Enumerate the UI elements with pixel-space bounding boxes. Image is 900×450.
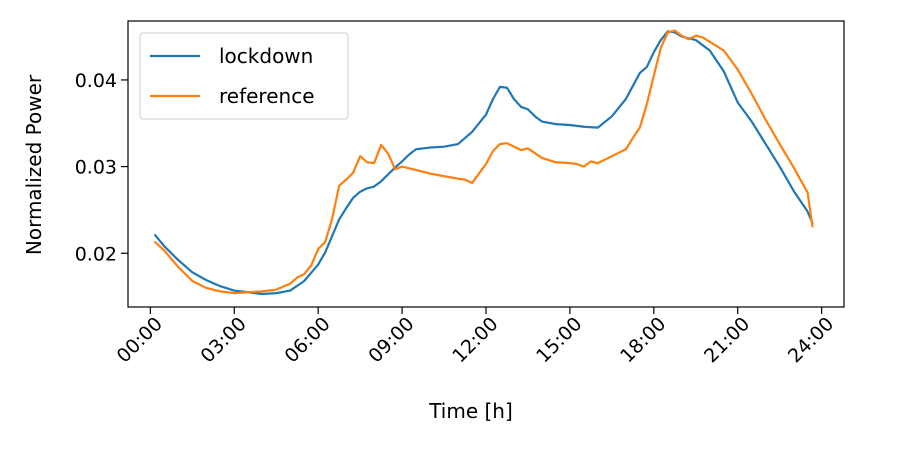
x-axis-title: Time [h]	[428, 399, 513, 423]
legend-label-lockdown: lockdown	[219, 44, 313, 68]
y-tick-label: 0.03	[75, 157, 117, 179]
x-tick-label: 15:00	[532, 313, 586, 367]
y-axis-title: Normalized Power	[22, 74, 46, 255]
legend: lockdown reference	[139, 32, 349, 120]
x-tick-label: 12:00	[448, 313, 502, 367]
x-tick-label: 18:00	[616, 313, 670, 367]
y-axis: 0.02 0.03 0.04	[75, 70, 128, 265]
x-tick-label: 09:00	[364, 313, 418, 367]
x-tick-label: 03:00	[197, 313, 251, 367]
legend-label-reference: reference	[219, 84, 315, 108]
x-tick-label: 00:00	[113, 313, 167, 367]
y-tick-label: 0.04	[75, 70, 117, 92]
y-tick-label: 0.02	[75, 243, 117, 265]
x-tick-label: 24:00	[784, 313, 838, 367]
series-line-reference	[154, 29, 814, 295]
legend-frame	[139, 32, 349, 120]
x-axis: 00:00 03:00 06:00 09:00 12:00 15:00 18:00 21:00…	[113, 307, 838, 367]
series-layer	[154, 29, 814, 296]
x-tick-label: 21:00	[700, 313, 754, 367]
x-tick-label: 06:00	[280, 313, 334, 367]
